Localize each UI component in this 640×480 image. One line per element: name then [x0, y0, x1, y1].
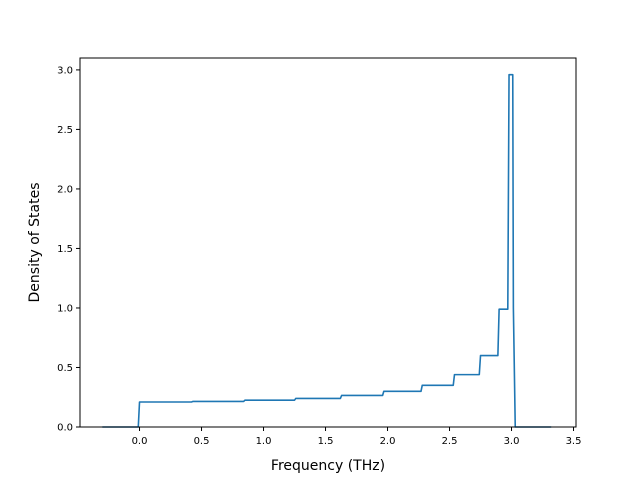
- x-tick-label: 0.0: [132, 436, 148, 447]
- x-tick-label: 3.5: [566, 436, 582, 447]
- x-axis-label: Frequency (THz): [271, 458, 385, 474]
- x-tick-label: 1.0: [256, 436, 272, 447]
- y-tick-label: 0.5: [57, 363, 73, 374]
- y-tick-label: 1.0: [57, 303, 73, 314]
- y-tick-label: 1.5: [57, 244, 73, 255]
- x-tick-label: 3.0: [504, 436, 520, 447]
- y-tick-label: 0.0: [57, 423, 73, 434]
- x-tick-label: 2.5: [442, 436, 458, 447]
- x-tick-label: 1.5: [318, 436, 334, 447]
- y-axis-label: Density of States: [27, 183, 43, 303]
- y-tick-label: 3.0: [57, 65, 73, 76]
- y-axis-ticks: 0.0 0.5 1.0 1.5 2.0 2.5 3.0: [57, 65, 80, 434]
- dos-series-line-0: [102, 73, 552, 428]
- plot-area: [102, 73, 552, 428]
- x-axis-ticks: 0.0 0.5 1.0 1.5 2.0 2.5 3.0 3.5: [132, 427, 582, 447]
- x-tick-label: 0.5: [194, 436, 210, 447]
- y-tick-label: 2.0: [57, 184, 73, 195]
- y-tick-label: 2.5: [57, 125, 73, 136]
- axes-frame: [79, 57, 577, 428]
- x-tick-label: 2.0: [380, 436, 396, 447]
